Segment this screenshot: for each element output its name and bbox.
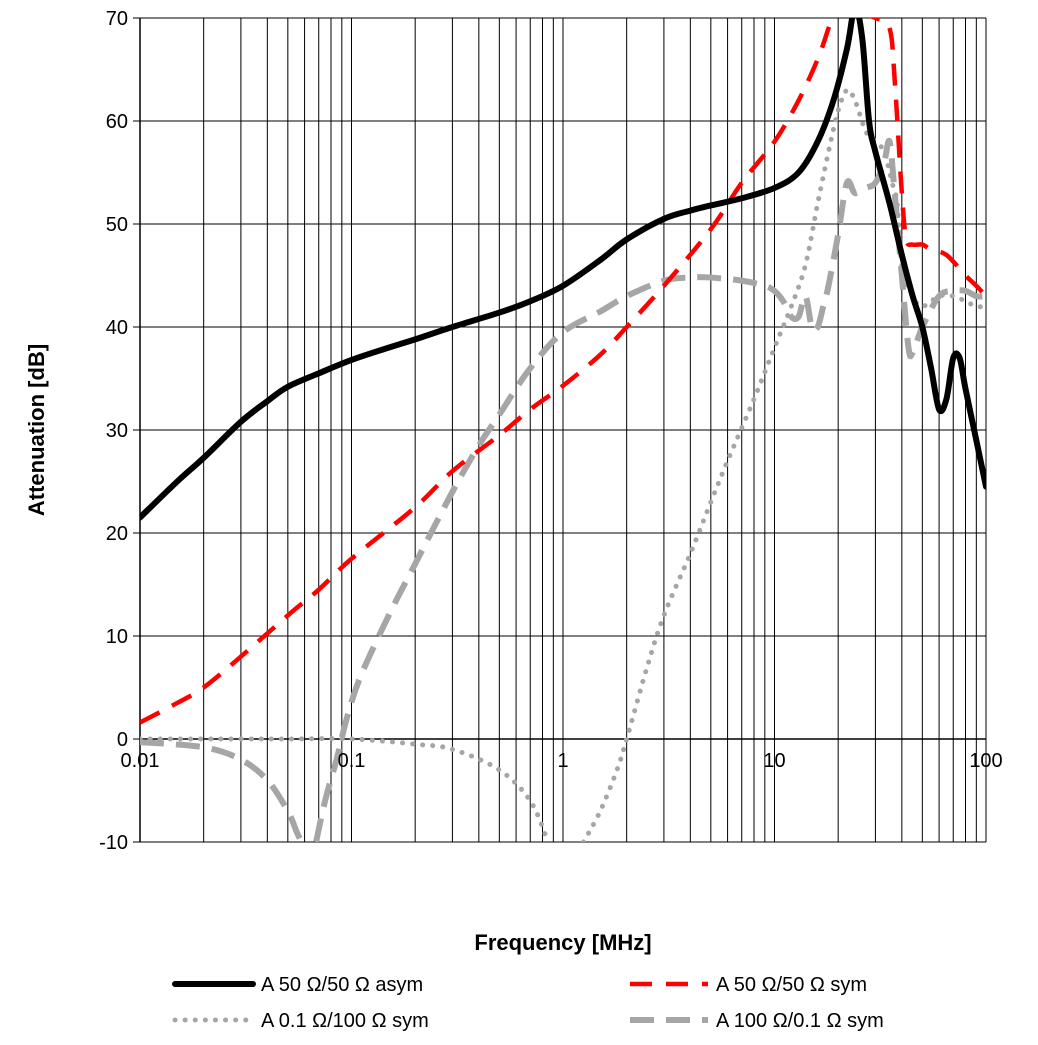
x-tick-label: 0.1: [338, 750, 366, 772]
series-line: [140, 18, 986, 521]
legend-label: A 50 Ω/50 Ω sym: [716, 974, 867, 996]
series-layer: [140, 18, 986, 842]
series-line: [140, 739, 305, 842]
legend-label: A 100 Ω/0.1 Ω sym: [716, 1010, 884, 1032]
series-line: [869, 18, 986, 298]
y-tick-label: 10: [106, 626, 128, 648]
y-tick-label: 50: [106, 214, 128, 236]
y-tick-label: 70: [106, 8, 128, 30]
x-tick-label: 10: [763, 750, 785, 772]
y-tick-label: 20: [106, 523, 128, 545]
x-tick-label: 0.01: [121, 750, 160, 772]
series-line: [140, 18, 835, 725]
x-axis-title: Frequency [MHz]: [474, 930, 651, 955]
legend: A 50 Ω/50 Ω asym A 50 Ω/50 Ω sym A 0.1 Ω/1…: [172, 974, 884, 1032]
legend-label: A 0.1 Ω/100 Ω sym: [261, 1010, 429, 1032]
series-line: [581, 87, 986, 842]
y-axis-title: Attenuation [dB]: [24, 344, 49, 516]
x-tick-label: 100: [969, 750, 1002, 772]
series-line: [140, 736, 551, 842]
y-tick-label: 30: [106, 420, 128, 442]
series-line: [313, 137, 986, 842]
x-tick-label: 1: [557, 750, 568, 772]
y-tick-label: 60: [106, 111, 128, 133]
y-tick-label: -10: [99, 832, 128, 854]
tick-labels: -10 0 10 20 30 40 50 60 70 0.01 0.1 1 10 100: [99, 8, 1003, 854]
legend-label: A 50 Ω/50 Ω asym: [261, 974, 423, 996]
y-tick-label: 0: [117, 729, 128, 751]
y-tick-label: 40: [106, 317, 128, 339]
grid: [133, 17, 987, 843]
